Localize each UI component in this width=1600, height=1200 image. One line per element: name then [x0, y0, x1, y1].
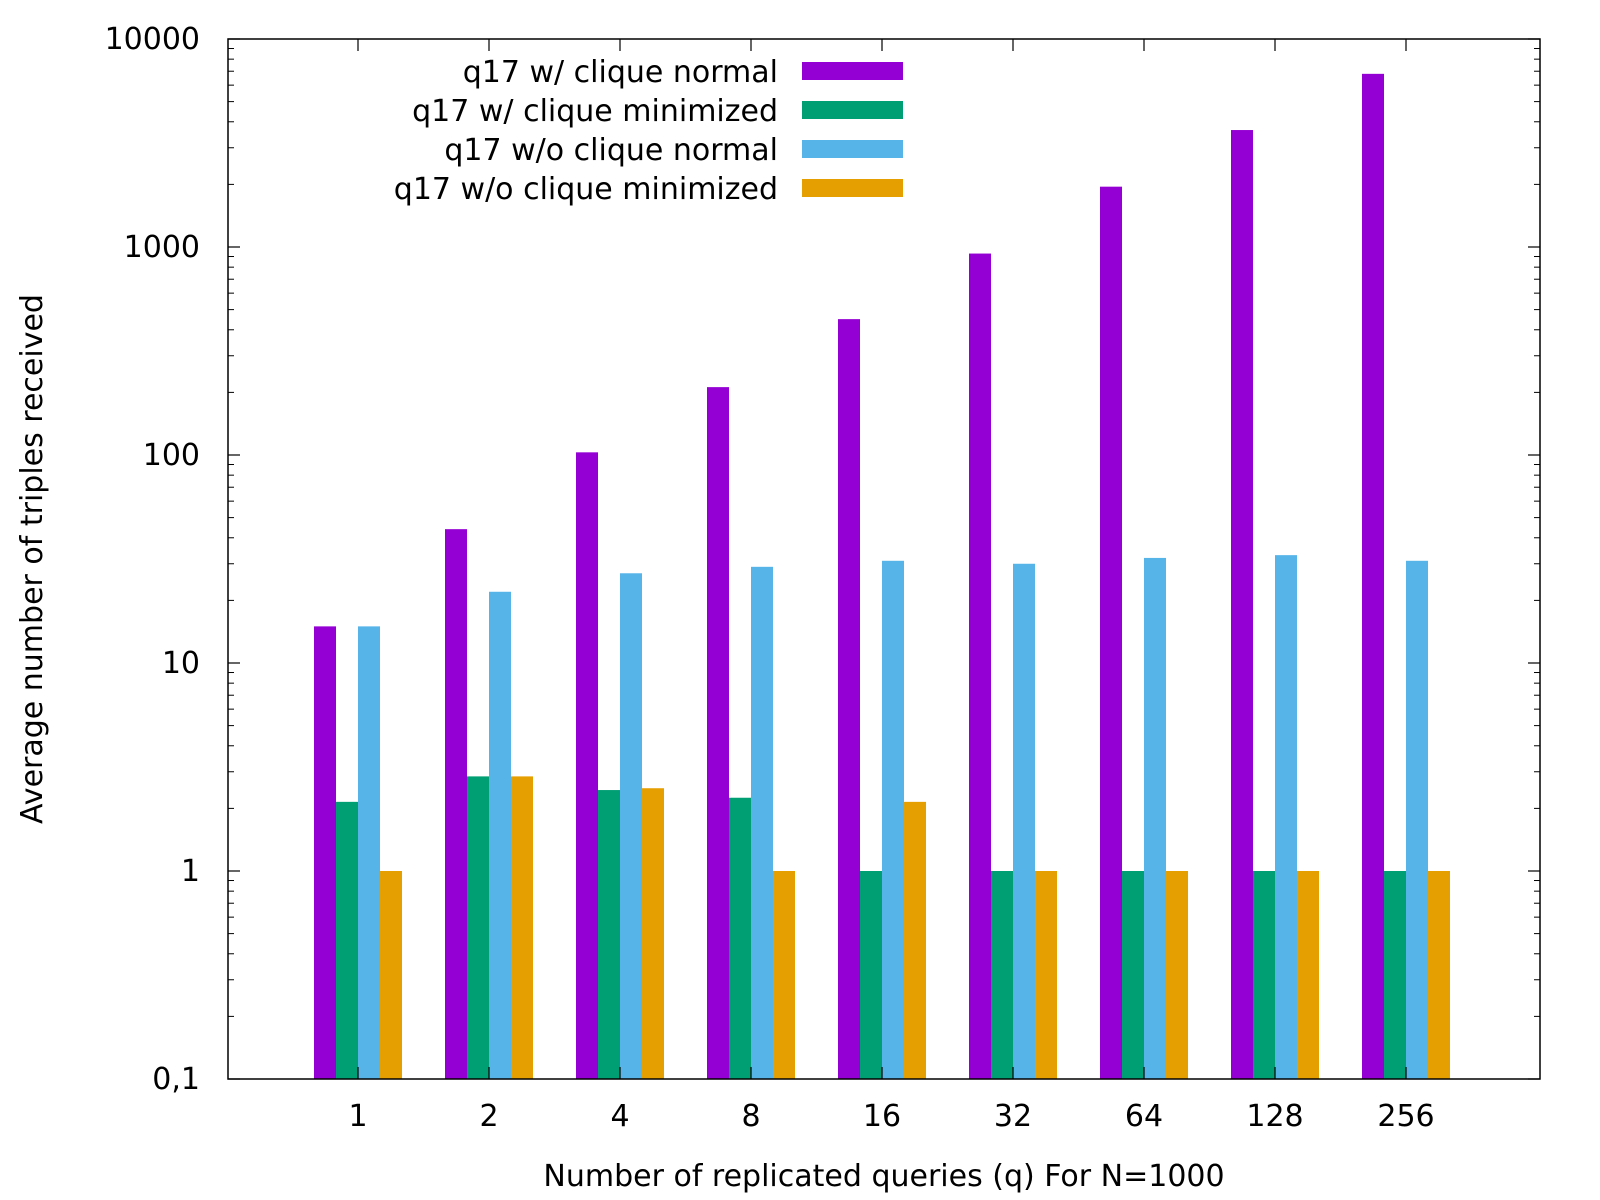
bar-series1-q16 — [838, 319, 860, 1079]
bar-series3-q16 — [882, 560, 904, 1079]
plot-frame — [227, 38, 1541, 1080]
bar-series4-q2 — [511, 776, 533, 1079]
legend-swatch-series4 — [802, 179, 903, 197]
legend-swatch-series1 — [802, 62, 903, 80]
bar-series4-q16 — [904, 801, 926, 1079]
y-tick-label-0,1: 0,1 — [152, 1062, 200, 1097]
x-tick-label-16: 16 — [863, 1099, 901, 1134]
bar-series2-q4 — [598, 790, 620, 1079]
bars-group — [314, 73, 1450, 1080]
legend: q17 w/ clique normal q17 w/ clique minimi… — [394, 55, 903, 207]
bar-series4-q64 — [1166, 871, 1188, 1079]
legend-swatch-series2 — [802, 101, 903, 119]
bar-series3-q128 — [1275, 555, 1297, 1079]
bar-series1-q1 — [314, 626, 336, 1079]
x-tick-label-2: 2 — [479, 1099, 498, 1134]
bar-series1-q64 — [1100, 186, 1122, 1080]
x-tick-label-256: 256 — [1377, 1099, 1434, 1134]
bar-series4-q256 — [1428, 871, 1450, 1079]
y-tick-label-10: 10 — [162, 646, 200, 681]
bar-series2-q128 — [1253, 871, 1275, 1079]
bar-series1-q2 — [445, 529, 467, 1079]
bar-series1-q8 — [707, 387, 729, 1079]
bar-series2-q8 — [729, 797, 751, 1079]
x-tick-label-64: 64 — [1125, 1099, 1163, 1134]
bar-series1-q4 — [576, 452, 598, 1080]
bar-series2-q64 — [1122, 871, 1144, 1079]
bar-series2-q2 — [467, 776, 489, 1079]
bar-series4-q1 — [380, 871, 402, 1079]
legend-label-series4: q17 w/o clique minimized — [394, 172, 778, 207]
y-tick-label-1: 1 — [181, 854, 200, 889]
bar-series4-q4 — [642, 788, 664, 1079]
ticks-group: 1 2 4 8 16 32 64 128 256 0,1 1 10 100 1000 10000 — [105, 22, 1540, 1134]
bar-series1-q256 — [1362, 73, 1384, 1080]
x-tick-label-8: 8 — [741, 1099, 760, 1134]
x-tick-label-32: 32 — [994, 1099, 1032, 1134]
y-axis-title: Average number of triples received — [15, 294, 50, 824]
bar-series3-q32 — [1013, 563, 1035, 1079]
legend-swatch-series3 — [802, 140, 903, 158]
y-tick-label-10000: 10000 — [105, 22, 200, 57]
bar-series1-q128 — [1231, 130, 1253, 1079]
bar-series2-q16 — [860, 871, 882, 1079]
bar-series3-q256 — [1406, 560, 1428, 1079]
x-tick-label-1: 1 — [348, 1099, 367, 1134]
y-tick-label-100: 100 — [143, 438, 200, 473]
legend-label-series2: q17 w/ clique minimized — [412, 94, 778, 129]
bar-series3-q1 — [358, 626, 380, 1079]
bar-series3-q4 — [620, 573, 642, 1079]
x-axis-title: Number of replicated queries (q) For N=1… — [543, 1159, 1224, 1194]
y-tick-label-1000: 1000 — [124, 230, 200, 265]
x-tick-label-4: 4 — [610, 1099, 629, 1134]
legend-label-series3: q17 w/o clique normal — [444, 133, 778, 168]
bar-series3-q8 — [751, 566, 773, 1079]
bar-series2-q256 — [1384, 871, 1406, 1079]
bar-series2-q1 — [336, 801, 358, 1079]
bar-series1-q32 — [969, 253, 991, 1079]
legend-label-series1: q17 w/ clique normal — [463, 55, 778, 90]
bar-series4-q128 — [1297, 871, 1319, 1079]
bar-series3-q2 — [489, 591, 511, 1079]
x-tick-label-128: 128 — [1246, 1099, 1303, 1134]
bar-series3-q64 — [1144, 557, 1166, 1079]
bar-series2-q32 — [991, 871, 1013, 1079]
bar-series4-q8 — [773, 871, 795, 1079]
bar-series4-q32 — [1035, 871, 1057, 1079]
